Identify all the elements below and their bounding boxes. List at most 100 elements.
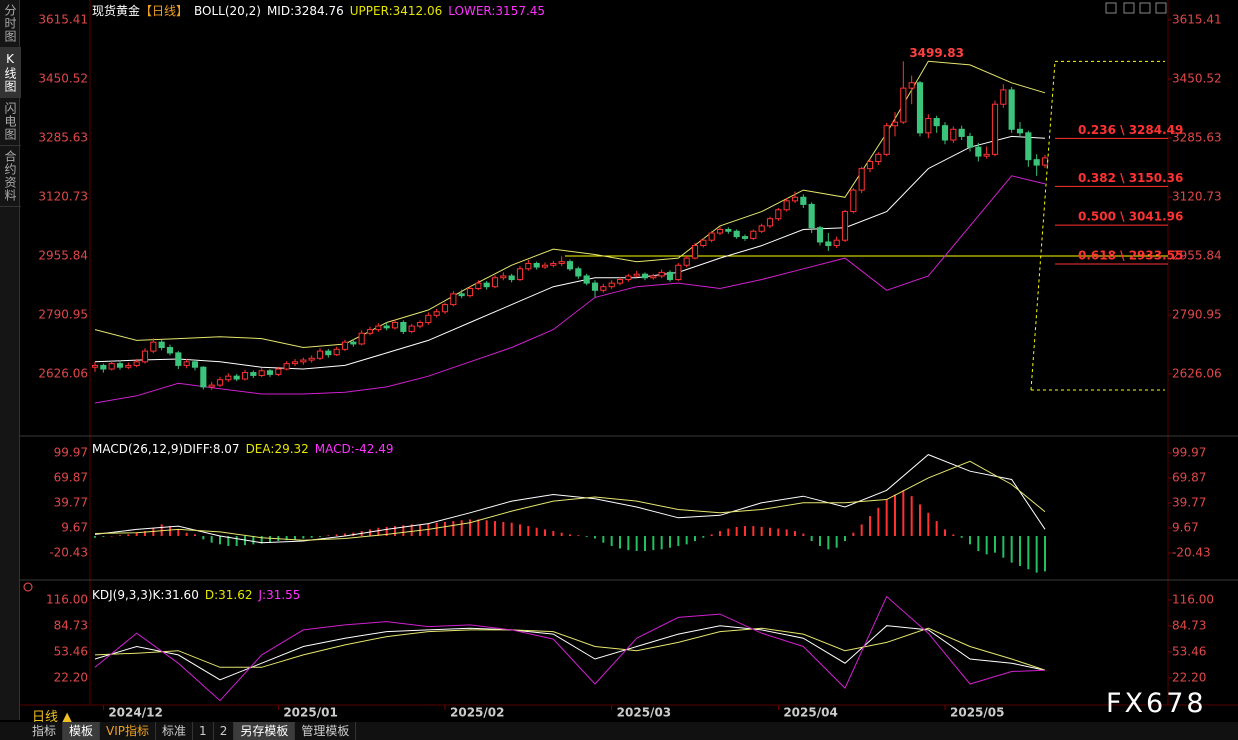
candle-body [833, 239, 840, 247]
macd-bar [302, 536, 305, 539]
macd-bar [869, 516, 871, 537]
macd-bar [452, 521, 455, 537]
macd-bar [544, 529, 546, 537]
x-tick-label: 2025/04 [783, 706, 837, 720]
candle-body [466, 287, 474, 297]
candle-body [250, 372, 257, 376]
y-tick-label: 22.20 [54, 670, 88, 684]
macd-bar [910, 496, 913, 537]
candle-body [866, 160, 874, 170]
y-tick-label: 99.97 [54, 445, 88, 459]
macd-bar [502, 521, 505, 537]
macd-bar [394, 526, 396, 537]
candle-body [166, 347, 174, 354]
panel-header: 现货黄金【日线】 BOLL(20,2) MID:3284.76 UPPER:3412.… [92, 2, 551, 19]
sidebar-tab[interactable]: 合约资料 [0, 146, 21, 207]
icon[interactable] [1123, 2, 1135, 14]
macd-bar [985, 536, 988, 555]
tab[interactable]: 模板 [63, 722, 101, 740]
candle-body [208, 384, 215, 388]
fib-label: 0.382 \ 3150.36 [1078, 171, 1183, 185]
tab[interactable]: 2 [214, 722, 235, 740]
indicator-line [94, 60, 1046, 349]
tab[interactable]: 管理模板 [295, 722, 357, 740]
tab[interactable]: 1 [193, 722, 214, 740]
candle-body [975, 146, 982, 157]
candle-body [966, 135, 974, 148]
indicator-value: 31.55 [266, 588, 301, 602]
macd-bar [202, 536, 205, 540]
macd-bar [777, 528, 780, 537]
tab[interactable]: VIP指标 [100, 722, 157, 740]
macd-bar [210, 536, 213, 543]
icon[interactable] [1139, 2, 1151, 14]
candle-body [275, 368, 282, 375]
y-tick-label: 2790.95 [1172, 307, 1222, 321]
macd-bar [660, 536, 663, 550]
candle-body [883, 125, 890, 155]
window-icons[interactable] [1105, 2, 1167, 14]
sidebar-tab[interactable]: 闪电图 [0, 98, 21, 146]
candle-body [675, 264, 682, 281]
icon[interactable] [1155, 2, 1167, 14]
indicator-line [94, 135, 1046, 370]
candle-body [600, 286, 607, 291]
macd-bar [152, 527, 155, 537]
candle-body [766, 218, 774, 227]
chart: 3615.41 3615.41 3450.52 3450.52 3285.63 3285.… [20, 0, 1238, 720]
indicator-label: K: [152, 588, 165, 602]
macd-bar [627, 536, 630, 551]
macd-bar [485, 520, 488, 537]
macd-bar [102, 536, 105, 537]
y-tick-label: 39.77 [1172, 495, 1206, 509]
tab[interactable]: 指标 [26, 722, 64, 740]
indicator-line [94, 454, 1046, 544]
candle-body [416, 321, 424, 327]
period-selector[interactable]: 日线 ▲ [32, 710, 73, 725]
tab[interactable]: 另存模板 [234, 722, 296, 740]
macd-bar [444, 521, 446, 537]
macd-bar [402, 525, 405, 537]
candle-body [266, 370, 274, 375]
panel-header: MACD(26,12,9)DIFF:8.07 DEA:29.32 MACD:-42.… [92, 442, 400, 456]
macd-bar [610, 536, 613, 547]
candle-body [483, 282, 490, 288]
fib-box-diagonal [1030, 61, 1056, 391]
macd-bar [852, 532, 855, 537]
sidebar-tab[interactable]: 分时图 [0, 0, 21, 48]
indicator-value: 8.07 [212, 442, 240, 456]
period-label[interactable]: 日线 [32, 710, 59, 725]
macd-bar [577, 535, 580, 537]
candle-body [983, 153, 990, 157]
candle-body [700, 239, 707, 247]
macd-bar [1019, 536, 1021, 566]
macd-bar [744, 526, 746, 537]
y-tick-label: 99.97 [1172, 445, 1206, 459]
y-tick-label: 39.77 [54, 495, 88, 509]
candle-body [391, 321, 399, 329]
candle-body [958, 128, 965, 137]
icon[interactable] [1105, 2, 1117, 14]
macd-bar [827, 536, 830, 550]
macd-bar [952, 534, 955, 537]
y-tick-label: 3615.41 [1172, 13, 1222, 27]
y-tick-label: 9.67 [61, 521, 88, 535]
candle-body [716, 228, 724, 234]
macd-bar [944, 529, 946, 537]
macd-bar [519, 524, 521, 537]
indicator-line [94, 595, 1046, 702]
candle-body [1033, 159, 1040, 166]
macd-bar [435, 522, 438, 537]
indicator-value: 31.62 [218, 588, 253, 602]
candle-body [616, 279, 624, 284]
y-tick-label: 69.87 [54, 470, 88, 484]
indicator-label: LOWER: [448, 4, 496, 18]
macd-bar [569, 534, 571, 537]
macd-bar [885, 499, 888, 537]
candle-body [1041, 157, 1049, 166]
kdj-icon[interactable] [23, 582, 33, 592]
candle-body [858, 168, 865, 191]
tab[interactable]: 标准 [156, 722, 194, 740]
sidebar-tab[interactable]: K线图 [0, 48, 21, 98]
